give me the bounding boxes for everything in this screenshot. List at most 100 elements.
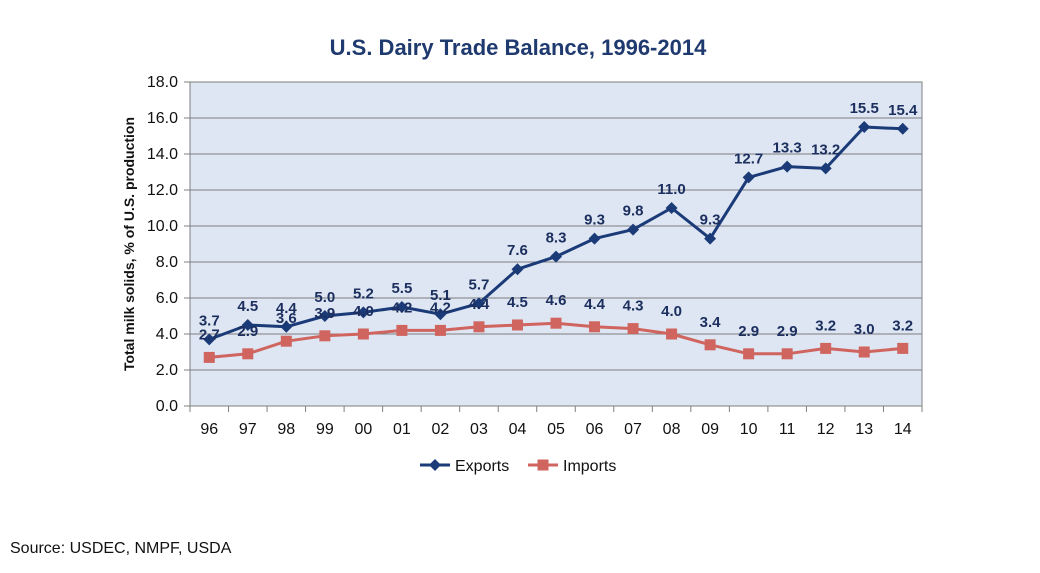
x-tick-label: 98 (277, 421, 295, 438)
data-labels: 3.7 4.5 4.4 5.0 5.2 5.5 5.1 5.7 7.6 8.3 9.3 9.8 11.0… (199, 100, 918, 343)
exports-point (203, 333, 216, 346)
exports-data-label: 12.7 (734, 150, 763, 167)
exports-point (434, 308, 447, 321)
legend-imports-label: Imports (563, 458, 616, 475)
x-tick-label: 09 (701, 421, 719, 438)
exports-data-label: 8.3 (546, 230, 567, 247)
imports-point (319, 330, 331, 342)
x-tick-label: 06 (586, 421, 604, 438)
exports-data-label: 15.5 (850, 100, 879, 117)
exports-data-label: 4.5 (237, 298, 258, 315)
imports-data-label: 3.4 (700, 314, 722, 331)
exports-point (241, 319, 254, 331)
exports-point (858, 121, 871, 133)
x-tick-label: 97 (239, 421, 257, 438)
exports-data-label: 5.1 (430, 287, 451, 304)
exports-data-label: 9.8 (623, 203, 644, 220)
imports-data-label: 4.0 (661, 303, 682, 320)
exports-data-label: 5.7 (469, 276, 490, 293)
exports-data-label: 13.2 (811, 141, 840, 158)
x-axis: 96 97 98 99 00 01 02 03 04 05 06 07 08 09 10 11 12 13 14 (189, 405, 923, 438)
exports-data-label: 13.3 (773, 140, 802, 157)
imports-data-label: 2.7 (199, 326, 220, 343)
imports-data-label: 4.4 (469, 296, 491, 313)
exports-point (896, 122, 909, 135)
imports-data-label: 3.6 (276, 310, 297, 327)
y-tick-label: 8.0 (156, 254, 178, 271)
exports-point (395, 301, 408, 313)
imports-point (203, 351, 215, 363)
imports-data-label: 3.0 (854, 321, 875, 338)
x-tick-label: 10 (740, 421, 758, 438)
y-axis: 0.0 2.0 4.0 6.0 8.0 10.0 12.0 14.0 16.0 18.0 (147, 74, 191, 415)
x-tick-label: 01 (393, 421, 411, 438)
dairy-trade-chart: U.S. Dairy Trade Balance, 1996-2014 0.0 2… (121, 35, 923, 475)
x-tick-label: 11 (779, 421, 796, 438)
imports-data-label: 4.6 (546, 292, 567, 309)
imports-point (820, 342, 832, 354)
imports-point (357, 328, 369, 340)
exports-point (280, 320, 293, 333)
y-tick-label: 18.0 (147, 74, 178, 91)
chart-title: U.S. Dairy Trade Balance, 1996-2014 (330, 35, 707, 60)
exports-data-label: 4.4 (276, 300, 298, 317)
exports-data-label: 5.0 (314, 289, 335, 306)
x-tick-label: 00 (354, 421, 372, 438)
legend-exports-marker (429, 459, 441, 471)
exports-data-label: 15.4 (888, 102, 918, 119)
exports-point (704, 232, 717, 245)
source-note: Source: USDEC, NMPF, USDA (10, 540, 232, 557)
imports-point (743, 348, 755, 360)
exports-data-label: 5.5 (391, 280, 412, 297)
y-tick-label: 0.0 (156, 398, 178, 415)
exports-point (511, 263, 524, 276)
imports-point (897, 342, 909, 354)
imports-point (666, 328, 678, 340)
x-tick-label: 02 (432, 421, 450, 438)
x-tick-label: 04 (509, 421, 527, 438)
y-tick-label: 4.0 (156, 326, 178, 343)
imports-point (627, 323, 639, 335)
x-tick-label: 14 (894, 421, 912, 438)
y-tick-label: 10.0 (147, 218, 178, 235)
imports-point (473, 321, 485, 333)
exports-data-label: 11.0 (657, 181, 685, 198)
exports-point (588, 232, 601, 245)
y-axis-label: Total milk solids, % of U.S. production (121, 117, 137, 371)
x-tick-label: 05 (547, 421, 565, 438)
imports-data-label: 4.0 (353, 303, 374, 320)
legend-imports-marker (537, 459, 549, 471)
imports-point (589, 321, 601, 333)
imports-data-label: 3.9 (314, 305, 335, 322)
y-tick-label: 2.0 (156, 362, 178, 379)
imports-data-label: 4.4 (584, 296, 606, 313)
exports-data-label: 9.3 (700, 212, 721, 229)
exports-point (819, 162, 832, 175)
x-tick-label: 99 (316, 421, 334, 438)
imports-point (550, 317, 562, 329)
imports-point (781, 348, 793, 360)
exports-data-label: 3.7 (199, 312, 220, 329)
imports-data-label: 4.2 (391, 299, 412, 316)
imports-data-label: 2.9 (237, 323, 258, 340)
imports-data-label: 4.3 (623, 298, 644, 315)
series-layer (203, 121, 909, 363)
y-tick-label: 14.0 (147, 146, 178, 163)
imports-point (704, 339, 716, 351)
imports-point (242, 348, 254, 360)
imports-data-label: 4.2 (430, 299, 451, 316)
exports-data-label: 9.3 (584, 212, 605, 229)
exports-point (472, 297, 485, 310)
y-tick-label: 6.0 (156, 290, 178, 307)
y-tick-label: 16.0 (147, 110, 178, 127)
legend: Exports Imports (420, 458, 616, 475)
exports-point (781, 160, 794, 173)
imports-data-label: 3.2 (892, 317, 913, 334)
imports-point (280, 335, 292, 347)
imports-point (396, 324, 408, 336)
y-tick-label: 12.0 (147, 182, 178, 199)
exports-point (665, 202, 678, 214)
x-tick-label: 96 (200, 421, 218, 438)
imports-point (511, 319, 523, 331)
imports-point (858, 346, 870, 358)
